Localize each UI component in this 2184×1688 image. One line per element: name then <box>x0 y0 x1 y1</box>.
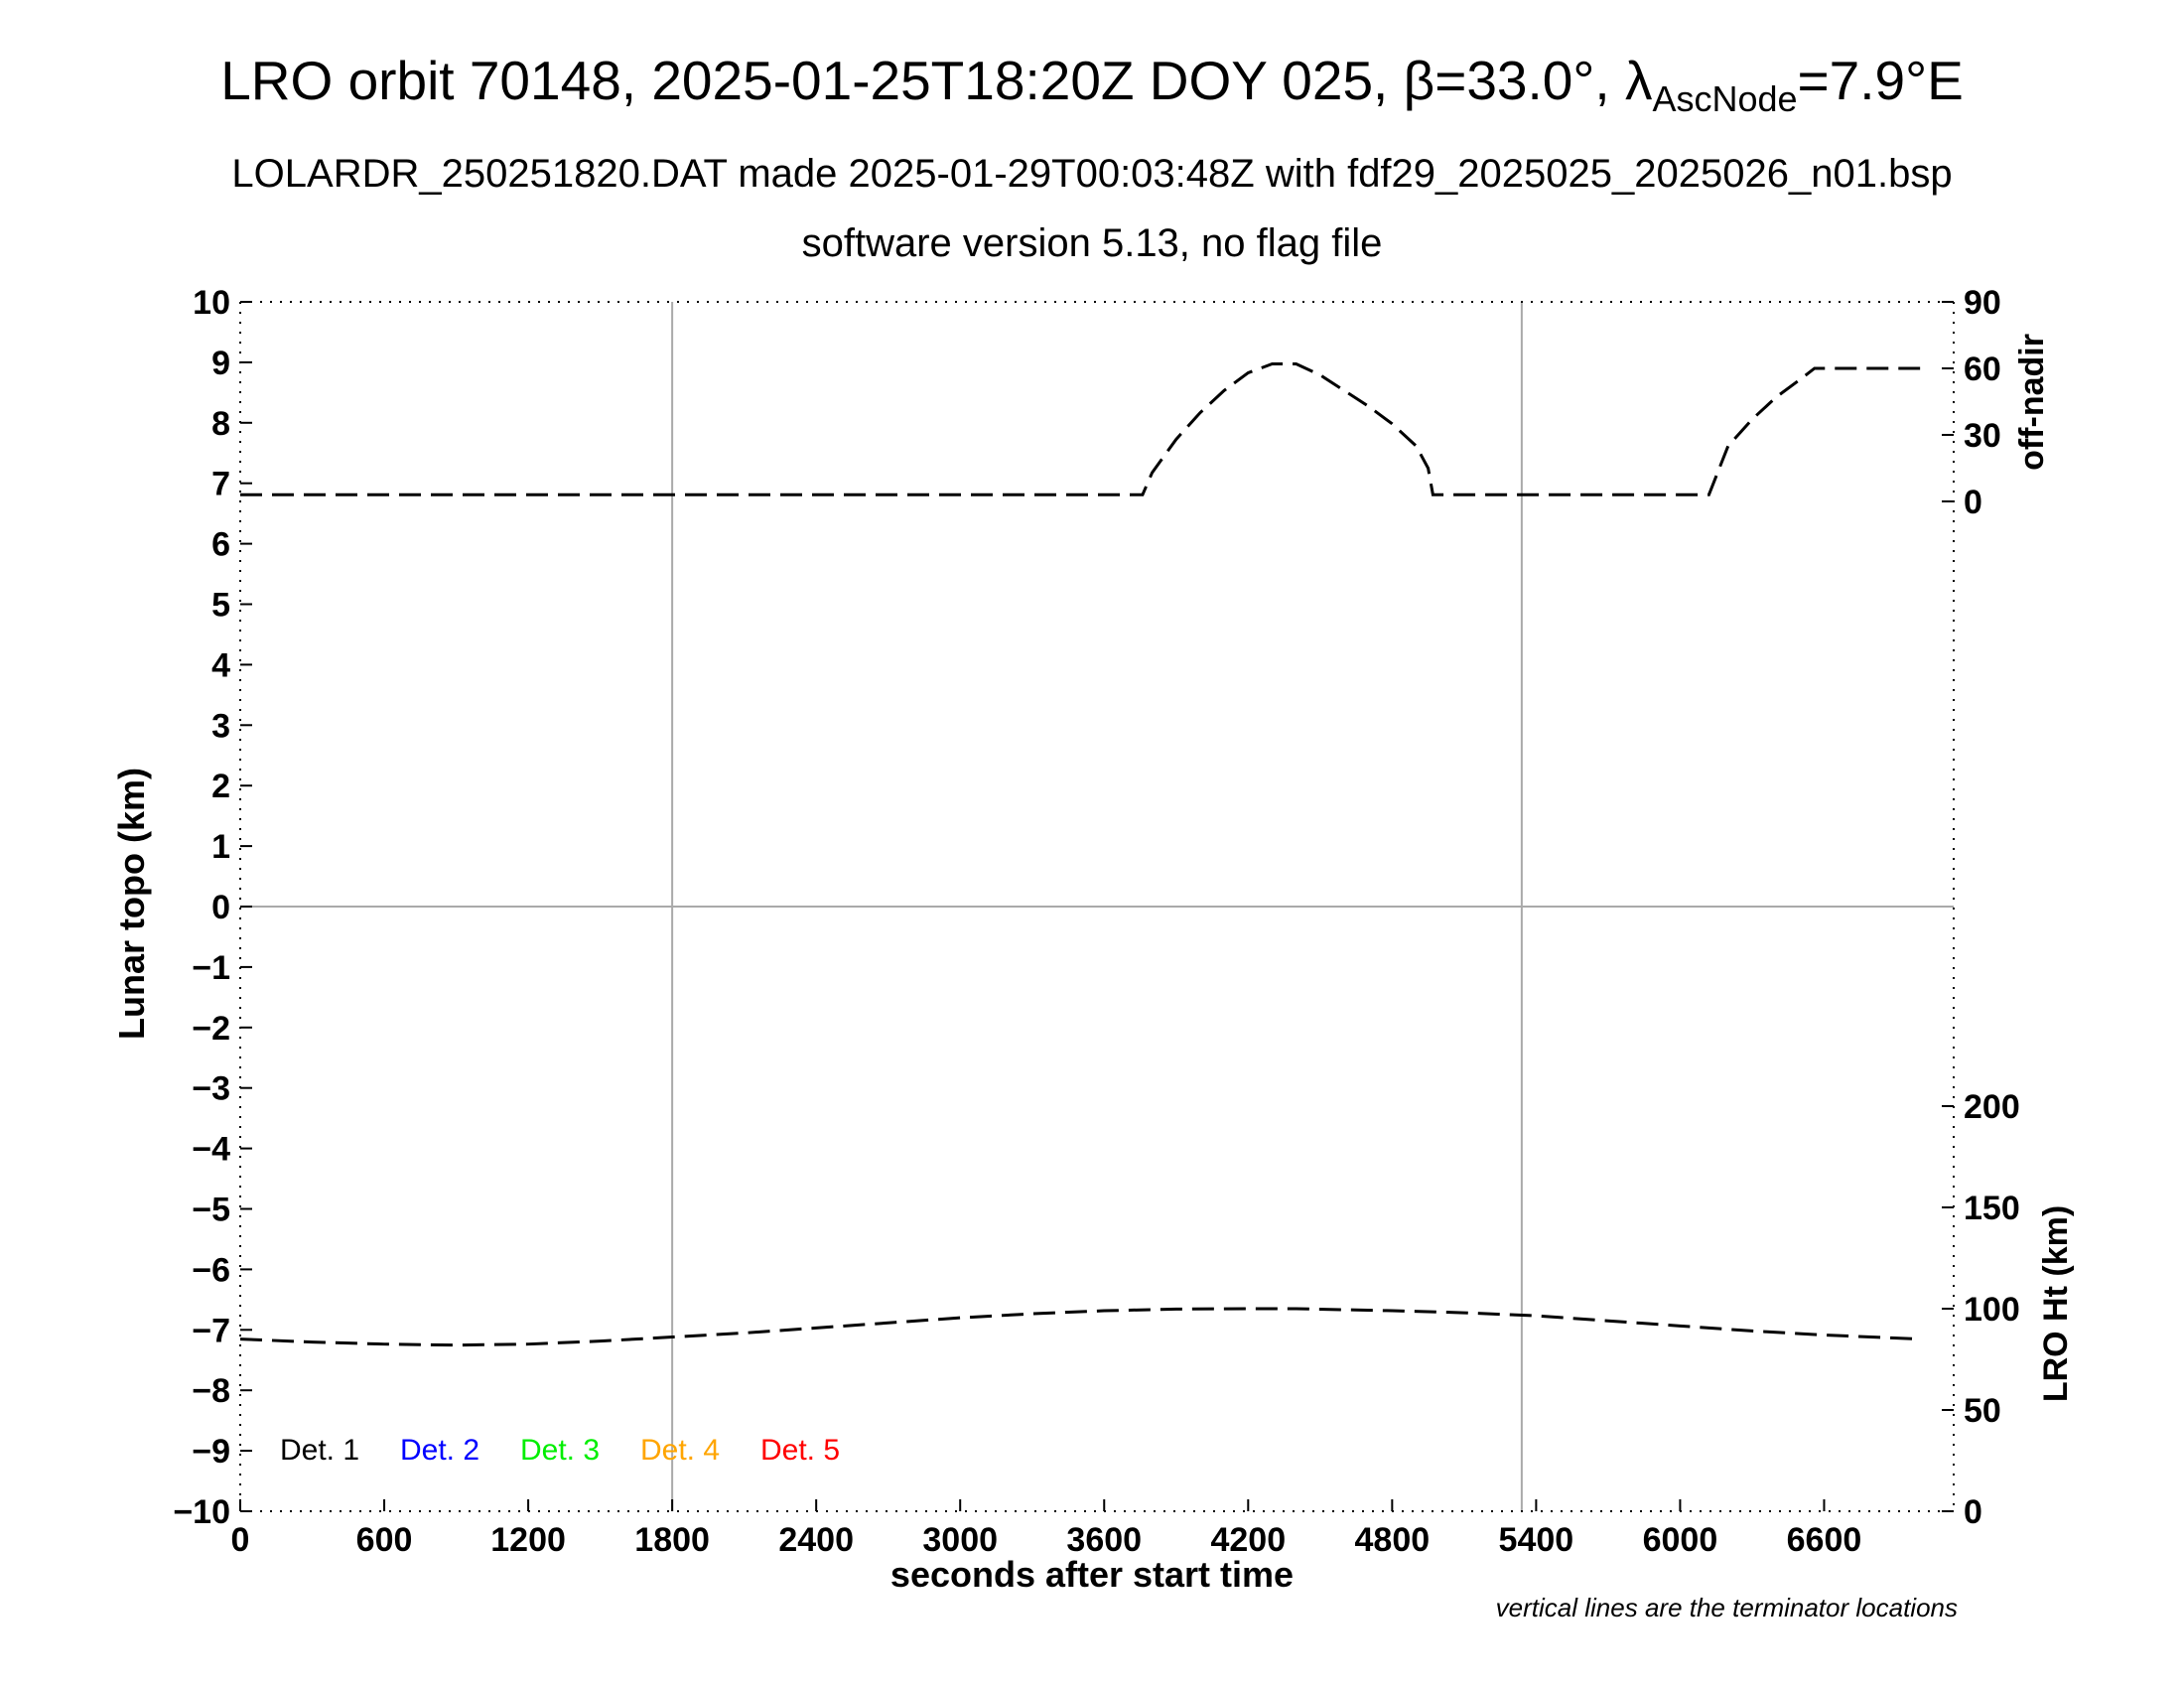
chart-subtitle-2: software version 5.13, no flag file <box>802 221 1383 265</box>
x-tick-label: 3600 <box>1066 1521 1142 1559</box>
x-axis-label: seconds after start time <box>890 1554 1294 1595</box>
y-tick-label: −6 <box>192 1251 230 1289</box>
y-tick-label: 7 <box>211 466 230 503</box>
y-tick-label: 10 <box>193 284 230 322</box>
y-tick-label: 0 <box>211 889 230 926</box>
x-tick-label: 1800 <box>634 1521 710 1559</box>
y-tick-label: 8 <box>211 405 230 443</box>
x-tick-label: 2400 <box>778 1521 854 1559</box>
x-tick-label: 600 <box>356 1521 413 1559</box>
x-tick-label: 6600 <box>1787 1521 1862 1559</box>
y-tick-label: −1 <box>192 949 230 987</box>
y-tick-label: −8 <box>192 1372 230 1410</box>
lro-height-tick-label: 150 <box>1964 1190 2020 1227</box>
x-tick-label: 4800 <box>1355 1521 1431 1559</box>
lro-height-tick-label: 100 <box>1964 1291 2020 1329</box>
y-tick-label: −2 <box>192 1010 230 1048</box>
title-main: LRO orbit 70148, 2025-01-25T18:20Z DOY 0… <box>220 50 1403 111</box>
lro-height-tick-label: 50 <box>1964 1392 2001 1430</box>
y-tick-label: −9 <box>192 1433 230 1471</box>
y-tick-label: −4 <box>192 1131 230 1169</box>
y-tick-label: 4 <box>211 646 230 684</box>
y-tick-label: 6 <box>211 526 230 564</box>
y-tick-label: −5 <box>192 1192 230 1229</box>
title-lambda: λ <box>1625 50 1653 111</box>
x-tick-label: 1200 <box>490 1521 566 1559</box>
x-tick-label: 3000 <box>922 1521 998 1559</box>
footnote: vertical lines are the terminator locati… <box>1496 1593 1958 1622</box>
legend-item-det-4: Det. 4 <box>640 1434 720 1467</box>
lro-height-tick-label: 0 <box>1964 1493 1982 1531</box>
legend-item-det-3: Det. 3 <box>520 1434 600 1467</box>
legend-item-det-1: Det. 1 <box>280 1434 359 1467</box>
y-tick-label: 3 <box>211 707 230 745</box>
y-tick-label: 1 <box>211 828 230 866</box>
y-tick-label: 5 <box>211 587 230 625</box>
y-tick-label: −10 <box>173 1493 230 1531</box>
legend-item-det-5: Det. 5 <box>760 1434 840 1467</box>
title-tail: =7.9°E <box>1798 50 1964 111</box>
off-nadir-tick-label: 30 <box>1964 417 2001 455</box>
y-tick-label: −3 <box>192 1070 230 1108</box>
off-nadir-tick-label: 90 <box>1964 284 2001 322</box>
x-tick-label: 6000 <box>1643 1521 1718 1559</box>
off-nadir-series <box>240 362 1921 496</box>
title-beta: β=33.0°, <box>1404 50 1625 111</box>
y-axis-label: Lunar topo (km) <box>111 768 152 1040</box>
chart-title: LRO orbit 70148, 2025-01-25T18:20Z DOY 0… <box>220 50 1964 119</box>
y-tick-label: 2 <box>211 768 230 805</box>
off-nadir-tick-label: 60 <box>1964 351 2001 388</box>
off-nadir-tick-label: 0 <box>1964 484 1982 521</box>
title-subscript: AscNode <box>1652 78 1797 119</box>
x-tick-label: 4200 <box>1210 1521 1286 1559</box>
chart-subtitle: LOLARDR_250251820.DAT made 2025-01-29T00… <box>231 152 1952 196</box>
y-tick-label: 9 <box>211 345 230 382</box>
lro-height-tick-label: 200 <box>1964 1088 2020 1126</box>
lro-height-axis-label: LRO Ht (km) <box>2037 1205 2075 1402</box>
legend-item-det-2: Det. 2 <box>400 1434 479 1467</box>
off-nadir-axis-label: off-nadir <box>2013 334 2051 471</box>
x-tick-label: 5400 <box>1499 1521 1574 1559</box>
x-tick-label: 0 <box>231 1521 250 1559</box>
legend: Det. 1 Det. 2 Det. 3 Det. 4 Det. 5 <box>280 1434 840 1467</box>
lro-height-series <box>239 1307 1921 1347</box>
y-tick-label: −7 <box>192 1312 230 1349</box>
